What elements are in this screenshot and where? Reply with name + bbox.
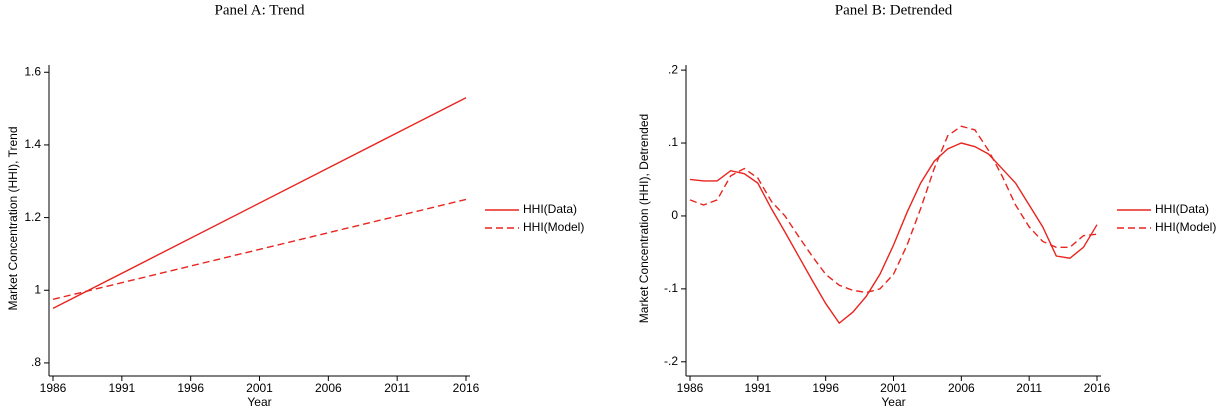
x-tick-label: 2006	[315, 381, 342, 395]
x-axis-label: Year	[247, 395, 271, 409]
x-tick-label: 1996	[177, 381, 204, 395]
legend-label: HHI(Model)	[1155, 220, 1216, 234]
y-tick-label: -.1	[664, 281, 678, 295]
x-tick-label: 1996	[812, 381, 839, 395]
chart-title: Panel A: Trend	[214, 2, 305, 18]
y-tick-label: 0	[671, 208, 678, 222]
y-tick-label: .1	[668, 135, 678, 149]
y-tick-label: 1.6	[24, 64, 41, 78]
y-tick-label: 1.4	[24, 137, 41, 151]
x-tick-label: 2011	[384, 381, 410, 395]
y-tick-label: -.2	[664, 354, 678, 368]
data-line	[689, 142, 1098, 325]
x-tick-label: 2016	[1084, 381, 1111, 395]
y-tick-label: 1.2	[24, 210, 41, 224]
x-tick-label: 1986	[40, 381, 67, 395]
x-tick-label: 1991	[108, 381, 135, 395]
chart-title: Panel B: Detrended	[835, 2, 953, 18]
legend-label: HHI(Data)	[1155, 202, 1209, 216]
y-tick-label: 1	[34, 282, 41, 296]
legend-label: HHI(Model)	[523, 220, 584, 234]
x-tick-label: 2006	[948, 381, 975, 395]
x-tick-label: 2016	[453, 381, 480, 395]
x-tick-label: 2011	[1016, 381, 1042, 395]
y-axis-label: Market Concentration (HHI), Detrended	[637, 114, 651, 323]
x-tick-label: 2001	[246, 381, 273, 395]
data-line	[52, 198, 467, 301]
data-line	[689, 125, 1098, 294]
legend-label: HHI(Data)	[523, 202, 577, 216]
data-line	[52, 97, 467, 310]
x-axis-label: Year	[881, 395, 905, 409]
x-tick-label: 1986	[677, 381, 704, 395]
x-tick-label: 2001	[880, 381, 907, 395]
y-tick-label: .8	[31, 355, 41, 369]
x-tick-label: 1991	[744, 381, 771, 395]
y-tick-label: .2	[668, 62, 678, 76]
y-axis-label: Market Concentration (HHI), Trend	[6, 126, 20, 310]
